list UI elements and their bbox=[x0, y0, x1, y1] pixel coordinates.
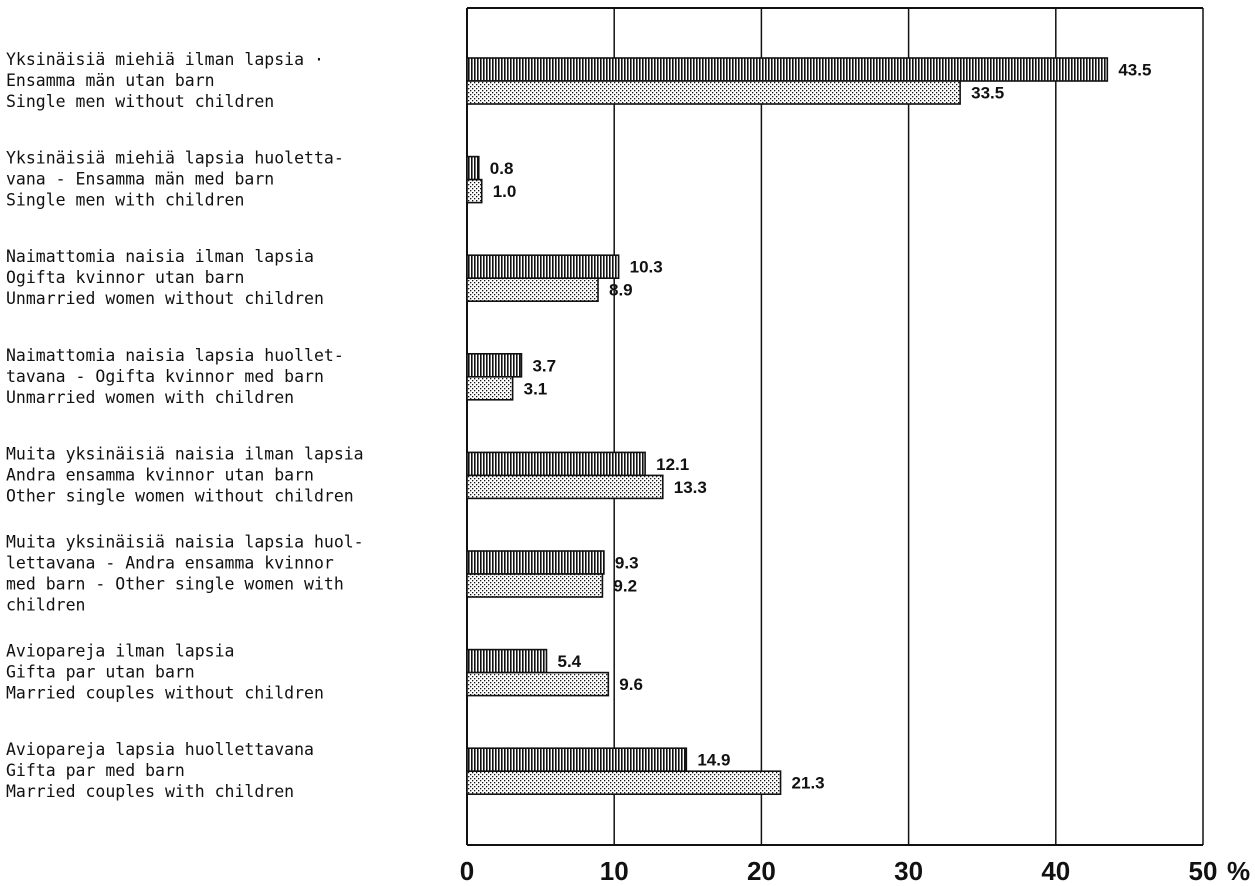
category-label-5: Muita yksinäisiä naisia ilman lapsia Andr… bbox=[6, 444, 364, 505]
x-tick-label-40: 40 bbox=[1041, 856, 1070, 886]
category-label-8: Aviopareja lapsia huollettavana Gifta par… bbox=[6, 740, 314, 801]
value-label-dots-2: 1.0 bbox=[493, 182, 517, 201]
x-unit-label: % bbox=[1227, 856, 1250, 886]
bar-stripes-4 bbox=[466, 352, 523, 378]
plot-area bbox=[466, 7, 1203, 846]
bars bbox=[466, 57, 1109, 796]
x-tick-label-20: 20 bbox=[747, 856, 776, 886]
bar-stripes-8 bbox=[466, 747, 688, 773]
value-label-dots-4: 3.1 bbox=[524, 379, 548, 398]
bar-dots-2 bbox=[466, 178, 483, 204]
value-label-dots-6: 9.2 bbox=[613, 577, 637, 596]
bar-dots-5 bbox=[466, 474, 664, 500]
value-label-stripes-1: 43.5 bbox=[1118, 61, 1151, 80]
category-label-3: Naimattomia naisia ilman lapsia Ogifta kv… bbox=[6, 247, 324, 308]
bar-dots-1 bbox=[466, 80, 961, 105]
bar-stripes-5 bbox=[466, 451, 646, 477]
value-label-stripes-5: 12.1 bbox=[656, 455, 689, 474]
value-label-stripes-8: 14.9 bbox=[697, 751, 730, 770]
x-tick-label-30: 30 bbox=[894, 856, 923, 886]
bar-dots-4 bbox=[466, 375, 514, 401]
x-tick-label-50: 50 bbox=[1189, 856, 1218, 886]
x-tick-label-0: 0 bbox=[460, 856, 474, 886]
category-label-6: Muita yksinäisiä naisia lapsia huol-lett… bbox=[6, 533, 364, 615]
bar-dots-8 bbox=[466, 770, 782, 796]
value-label-stripes-3: 10.3 bbox=[630, 258, 663, 277]
x-axis-ticks: 0 10 20 30 40 50% bbox=[460, 856, 1250, 886]
value-label-stripes-7: 5.4 bbox=[557, 652, 581, 671]
category-label-2: Yksinäisiä miehiä lapsia huoletta-vana -… bbox=[6, 149, 344, 210]
x-tick-label-10: 10 bbox=[600, 856, 629, 886]
value-label-dots-1: 33.5 bbox=[971, 84, 1004, 103]
category-label-7: Aviopareja ilman lapsia Gifta par utan ba… bbox=[6, 642, 324, 703]
gridlines bbox=[613, 8, 1204, 845]
category-labels: Yksinäisiä miehiä ilman lapsia · Ensamma … bbox=[6, 50, 364, 801]
category-label-1: Yksinäisiä miehiä ilman lapsia · Ensamma … bbox=[6, 50, 324, 111]
value-label-stripes-6: 9.3 bbox=[615, 554, 639, 573]
value-label-dots-8: 21.3 bbox=[792, 774, 825, 793]
bar-stripes-2 bbox=[466, 155, 480, 181]
bar-stripes-1 bbox=[466, 57, 1109, 82]
bar-dots-6 bbox=[466, 573, 604, 598]
value-label-stripes-2: 0.8 bbox=[490, 159, 514, 178]
category-label-4: Naimattomia naisia lapsia huollet-tavana… bbox=[6, 346, 344, 407]
bar-stripes-6 bbox=[466, 550, 605, 575]
value-labels: 43.5 33.5 0.8 1.0 10.3 8.9 3.7 3.1 12.1 13.3 9.3 9.… bbox=[490, 61, 1152, 793]
value-label-dots-5: 13.3 bbox=[674, 478, 707, 497]
value-label-dots-3: 8.9 bbox=[609, 281, 633, 300]
value-label-dots-7: 9.6 bbox=[619, 675, 643, 694]
bar-stripes-3 bbox=[466, 254, 620, 279]
value-label-stripes-4: 3.7 bbox=[532, 356, 556, 375]
bar-stripes-7 bbox=[466, 648, 548, 674]
bar-dots-7 bbox=[466, 671, 610, 697]
bar-dots-3 bbox=[466, 277, 599, 303]
